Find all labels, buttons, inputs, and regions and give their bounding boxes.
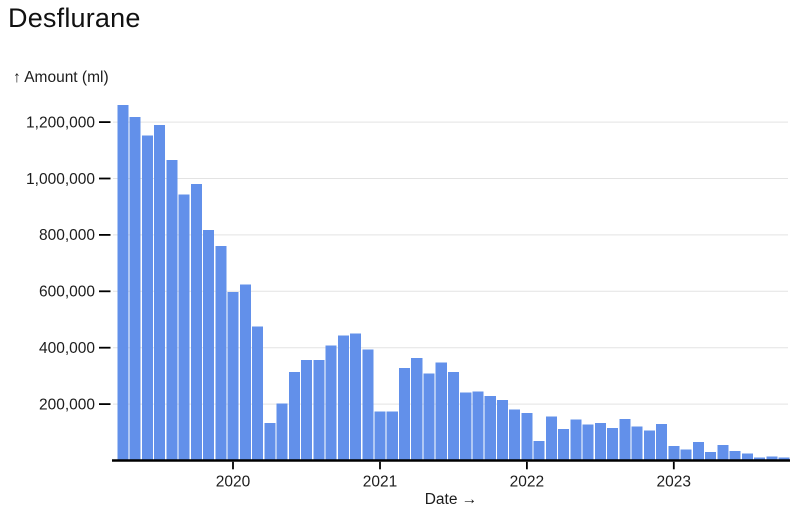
bar-2019-09 [178, 194, 190, 462]
bar-2023-09 [766, 456, 778, 462]
bar-2022-06 [582, 424, 594, 462]
bar-2019-04 [117, 105, 129, 462]
bar-2023-04 [705, 452, 717, 462]
bar-2022-02 [533, 441, 545, 462]
bar-2022-03 [545, 416, 557, 462]
x-tick-label: 2021 [363, 474, 397, 491]
bar-2023-05 [717, 444, 729, 462]
bar-2021-03 [398, 368, 411, 462]
bar-2019-12 [215, 246, 227, 462]
bar-2021-04 [411, 358, 423, 462]
bar-2020-10 [337, 335, 349, 462]
bar-2021-02 [386, 411, 398, 462]
x-tick-label: 2023 [657, 474, 691, 491]
bar-2022-09 [619, 419, 631, 462]
bar-2023-02 [680, 449, 692, 462]
y-tick-label: 1,200,000 [26, 114, 95, 131]
bar-2020-04 [264, 422, 276, 462]
bar-2019-10 [190, 183, 202, 462]
bar-2020-02 [239, 284, 251, 462]
bar-2021-09 [472, 391, 484, 462]
y-tick-label: 1,000,000 [26, 171, 95, 188]
bar-2020-12 [362, 349, 374, 462]
y-axis-label: ↑ Amount (ml) [13, 69, 109, 86]
bar-2020-03 [252, 326, 264, 462]
bar-2020-06 [288, 371, 300, 462]
x-tick-label: 2020 [216, 474, 251, 491]
bar-2021-05 [423, 373, 435, 462]
y-tick-label: 600,000 [39, 284, 95, 301]
bar-2020-07 [301, 360, 313, 462]
bar-2020-01 [227, 291, 239, 462]
bar-2021-10 [484, 395, 496, 462]
y-tick-label: 200,000 [39, 396, 95, 413]
bar-2021-06 [435, 362, 447, 462]
bar-2020-11 [350, 333, 362, 462]
bar-2021-08 [460, 392, 472, 462]
x-tick-label: 2022 [510, 474, 544, 491]
bar-2019-07 [154, 124, 166, 462]
bar-2023-01 [668, 446, 680, 462]
bar-2022-12 [656, 423, 668, 462]
bar-2022-11 [643, 430, 655, 462]
bar-2023-07 [741, 453, 753, 462]
bar-2022-05 [570, 419, 582, 462]
bar-2022-04 [558, 429, 570, 462]
bar-2022-08 [607, 427, 619, 462]
bar-2023-03 [692, 442, 704, 462]
bar-2019-08 [166, 160, 178, 462]
bar-2021-11 [496, 400, 508, 462]
bar-2023-06 [729, 451, 741, 462]
bar-2021-07 [447, 371, 460, 462]
bar-2019-06 [141, 135, 153, 462]
bar-2022-01 [521, 413, 533, 462]
chart-title: Desflurane [8, 3, 141, 33]
bar-2020-05 [276, 403, 288, 462]
bar-2021-01 [374, 411, 386, 462]
y-tick-label: 800,000 [39, 227, 95, 244]
x-axis-label: Date → [424, 491, 478, 508]
bar-2022-07 [594, 422, 606, 462]
bar-2021-12 [509, 409, 521, 462]
bar-2019-05 [129, 117, 141, 462]
bar-2019-11 [203, 229, 215, 462]
bar-2022-10 [631, 426, 643, 462]
bar-2020-08 [313, 359, 325, 462]
y-tick-label: 400,000 [39, 340, 95, 357]
bar-2020-09 [325, 345, 337, 462]
